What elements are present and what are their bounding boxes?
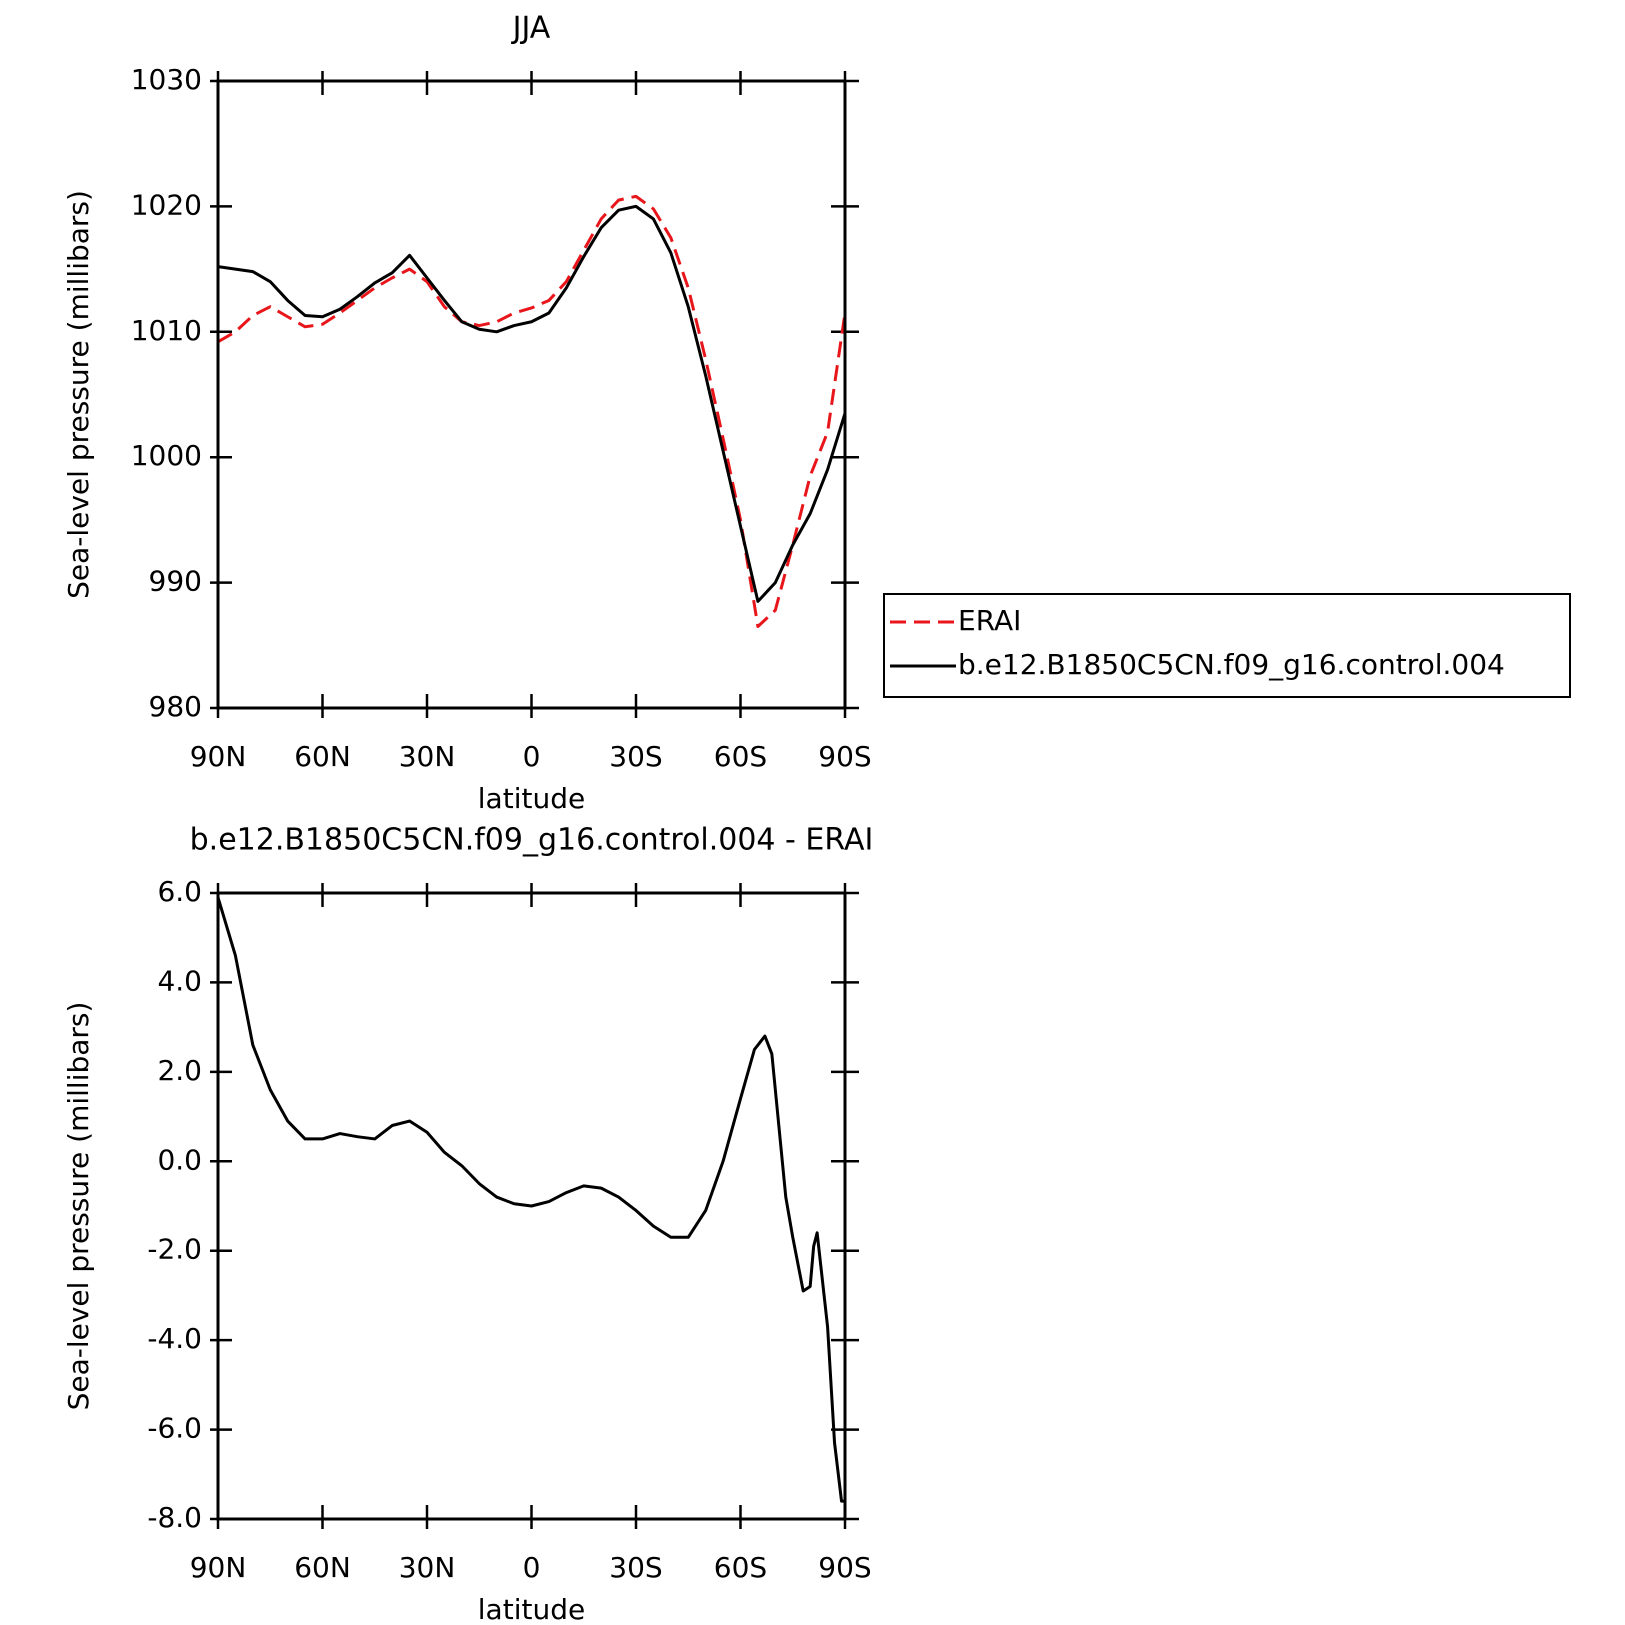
y-tick-label: 6.0 [157,875,202,908]
x-axis-label: latitude [478,1593,585,1625]
chart-title: JJA [511,11,551,46]
plot-frame [216,891,847,1521]
x-tick-label: 0 [523,1551,541,1584]
y-tick-label: 4.0 [157,964,202,997]
y-axis-label: Sea-level pressure (millibars) [62,1002,95,1411]
y-tick-label: -6.0 [147,1412,202,1445]
x-tick-label: 90S [818,740,871,773]
x-tick-label: 90S [818,1551,871,1584]
legend-box [883,593,1571,698]
y-tick-label: -2.0 [147,1233,202,1266]
chart-title: b.e12.B1850C5CN.f09_g16.control.004 - ER… [190,823,874,858]
x-tick-label: 30S [609,1551,662,1584]
legend-label: b.e12.B1850C5CN.f09_g16.control.004 [958,648,1505,681]
series-line [217,204,847,603]
y-tick-label: 1030 [131,63,202,96]
y-axis-label: Sea-level pressure (millibars) [62,190,95,599]
y-tick-label: -8.0 [147,1501,202,1534]
plot-frame [216,79,847,710]
y-tick-label: 1000 [131,439,202,472]
y-tick-label: 990 [149,565,202,598]
x-tick-label: 30N [399,1551,456,1584]
series-line [216,897,845,1503]
legend-label: ERAI [958,604,1021,637]
x-tick-label: 60N [294,740,351,773]
x-tick-label: 60N [294,1551,351,1584]
y-tick-label: 2.0 [157,1054,202,1087]
y-tick-label: 980 [149,690,202,723]
x-tick-label: 90N [190,1551,247,1584]
x-tick-label: 0 [523,740,541,773]
y-tick-label: 1020 [131,188,202,221]
x-tick-label: 30S [609,740,662,773]
x-axis-label: latitude [478,782,585,815]
x-tick-label: 60S [714,1551,767,1584]
y-tick-label: -4.0 [147,1322,202,1355]
x-tick-label: 30N [399,740,456,773]
x-tick-label: 60S [714,740,767,773]
series-line [217,194,847,628]
y-tick-label: 1010 [131,314,202,347]
x-tick-label: 90N [190,740,247,773]
y-tick-label: 0.0 [157,1143,202,1176]
